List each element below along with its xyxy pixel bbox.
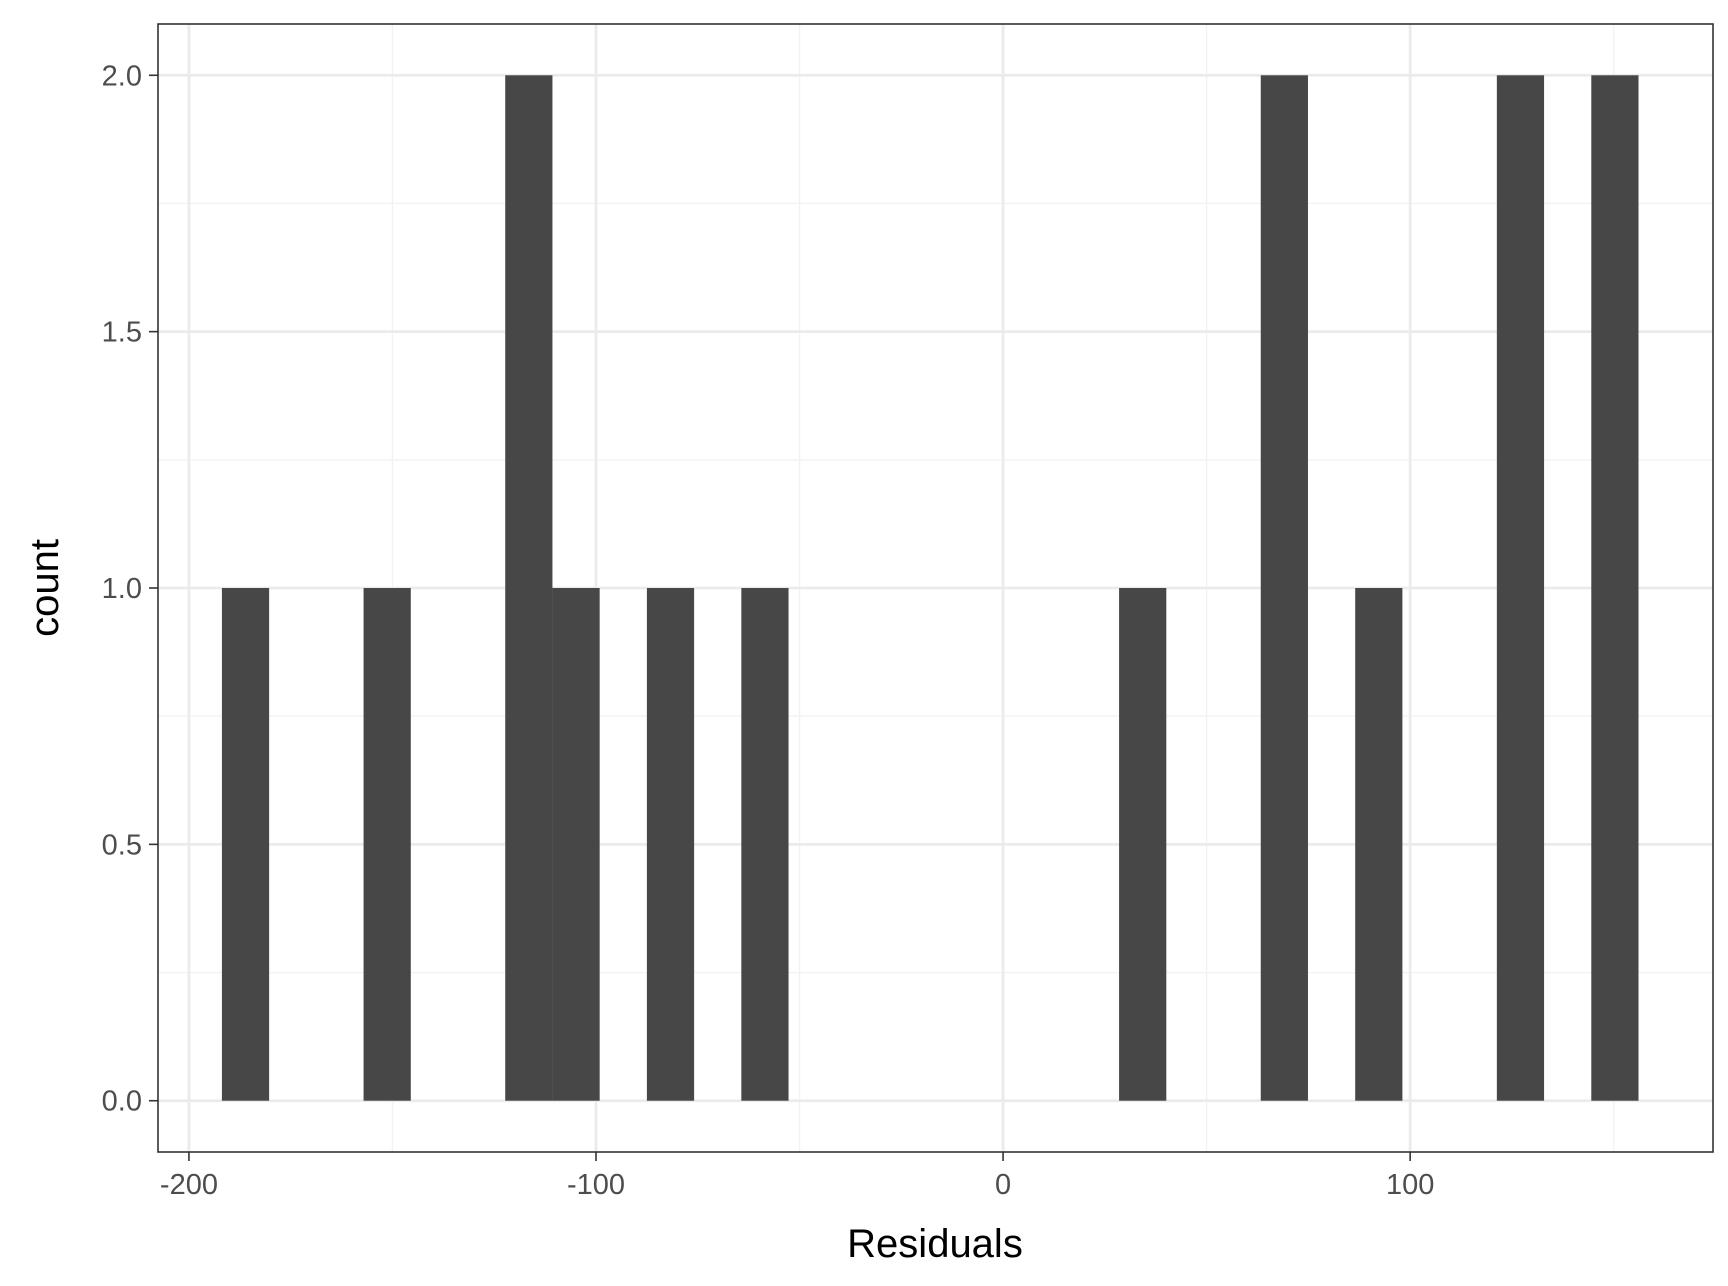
y-tick-label: 0.5 — [102, 829, 142, 861]
y-tick-label: 2.0 — [102, 60, 142, 92]
y-tick-label: 0.0 — [102, 1086, 142, 1118]
x-axis-ticks: -200 -100 0 100 — [160, 1152, 1434, 1201]
histogram-bar — [1496, 75, 1545, 1101]
histogram-bar — [363, 588, 411, 1101]
y-tick-label: 1.0 — [102, 573, 142, 605]
x-tick-label: -200 — [160, 1169, 218, 1201]
histogram-bar — [741, 588, 789, 1101]
x-tick-label: 0 — [995, 1169, 1011, 1201]
histogram-bar — [1260, 75, 1308, 1101]
histogram-bar — [1355, 588, 1403, 1101]
histogram-bar — [552, 588, 600, 1101]
histogram-bar — [646, 588, 695, 1101]
histogram-bar — [1119, 588, 1167, 1101]
y-axis-title: count — [23, 539, 67, 637]
x-tick-label: -100 — [567, 1169, 625, 1201]
histogram-bar — [505, 75, 553, 1101]
histogram-bar — [221, 588, 270, 1101]
y-tick-label: 1.5 — [102, 317, 142, 349]
x-tick-label: 100 — [1386, 1169, 1434, 1201]
histogram-bar — [1591, 75, 1639, 1101]
x-axis-title: Residuals — [847, 1222, 1023, 1266]
major-gridlines — [158, 24, 1713, 1152]
y-axis-ticks: 0.0 0.5 1.0 1.5 2.0 — [102, 60, 158, 1118]
histogram-bars — [221, 75, 1639, 1101]
